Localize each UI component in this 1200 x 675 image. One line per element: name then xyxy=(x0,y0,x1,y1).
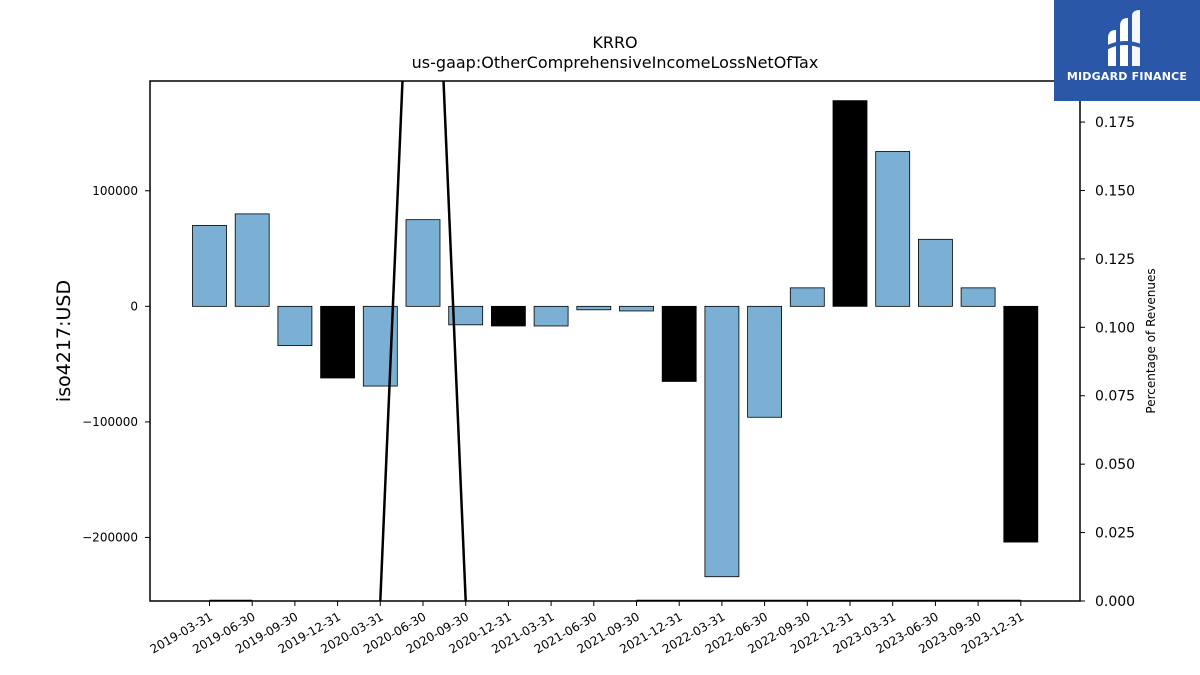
bar-2019-12-31 xyxy=(320,305,356,379)
y-tick-label: 100000 xyxy=(92,184,138,198)
bar-2021-12-31 xyxy=(661,305,697,382)
y-axis-label: iso4217:USD xyxy=(53,280,75,402)
y-tick-label: −100000 xyxy=(82,415,138,429)
y2-tick-label: 0.150 xyxy=(1095,183,1135,199)
bar-2021-06-30 xyxy=(576,305,612,311)
y2-axis-label: Percentage of Revenues xyxy=(1144,268,1158,413)
bar-2023-03-31 xyxy=(875,151,911,307)
pct-line-segment-2 xyxy=(379,81,467,601)
y-tick-label: 0 xyxy=(130,299,138,313)
y-axis-right: 0.000 0.025 0.050 0.075 0.100 0.125 0.150 0.175 xyxy=(1080,115,1135,610)
bar-2023-09-30 xyxy=(960,287,996,307)
y2-tick-label: 0.025 xyxy=(1095,526,1135,542)
bar-2022-12-31 xyxy=(832,100,868,307)
y-tick-label: −200000 xyxy=(82,530,138,544)
bar-2020-12-31 xyxy=(490,305,526,327)
chart-subtitle: us-gaap:OtherComprehensiveIncomeLossNetO… xyxy=(412,53,819,72)
plot-frame xyxy=(149,80,1081,602)
bars-layer xyxy=(192,100,1039,578)
bar-2019-03-31 xyxy=(192,225,227,307)
bar-2021-03-31 xyxy=(533,305,569,327)
x-axis: 2019-03-312019-06-302019-09-302019-12-31… xyxy=(148,601,1026,656)
y2-tick-label: 0.100 xyxy=(1095,320,1135,336)
y-axis-left: −200000 −100000 0 100000 xyxy=(82,184,150,544)
y2-tick-label: 0.075 xyxy=(1095,389,1135,405)
midgard-finance-logo: MIDGARD FINANCE xyxy=(1054,0,1200,101)
bar-2022-03-31 xyxy=(704,305,740,578)
bar-2020-06-30 xyxy=(405,219,441,307)
midgard-logo-icon xyxy=(1105,10,1147,66)
bar-2022-06-30 xyxy=(747,305,782,418)
logo-text: MIDGARD FINANCE xyxy=(1066,70,1188,83)
bar-2020-09-30 xyxy=(448,305,484,326)
bar-2023-12-31 xyxy=(1003,305,1039,543)
y2-tick-label: 0.050 xyxy=(1095,457,1135,473)
pct-line-layer xyxy=(209,81,1021,601)
y2-tick-label: 0.175 xyxy=(1095,115,1135,131)
y2-tick-label: 0.125 xyxy=(1095,252,1135,268)
bar-2021-09-30 xyxy=(619,305,654,312)
bar-2019-06-30 xyxy=(234,213,270,307)
bar-2023-06-30 xyxy=(918,238,953,307)
bar-2022-09-30 xyxy=(789,287,825,307)
chart-title: KRRO xyxy=(592,33,637,52)
y2-tick-label: 0.000 xyxy=(1095,594,1135,610)
bar-2019-09-30 xyxy=(277,305,313,347)
